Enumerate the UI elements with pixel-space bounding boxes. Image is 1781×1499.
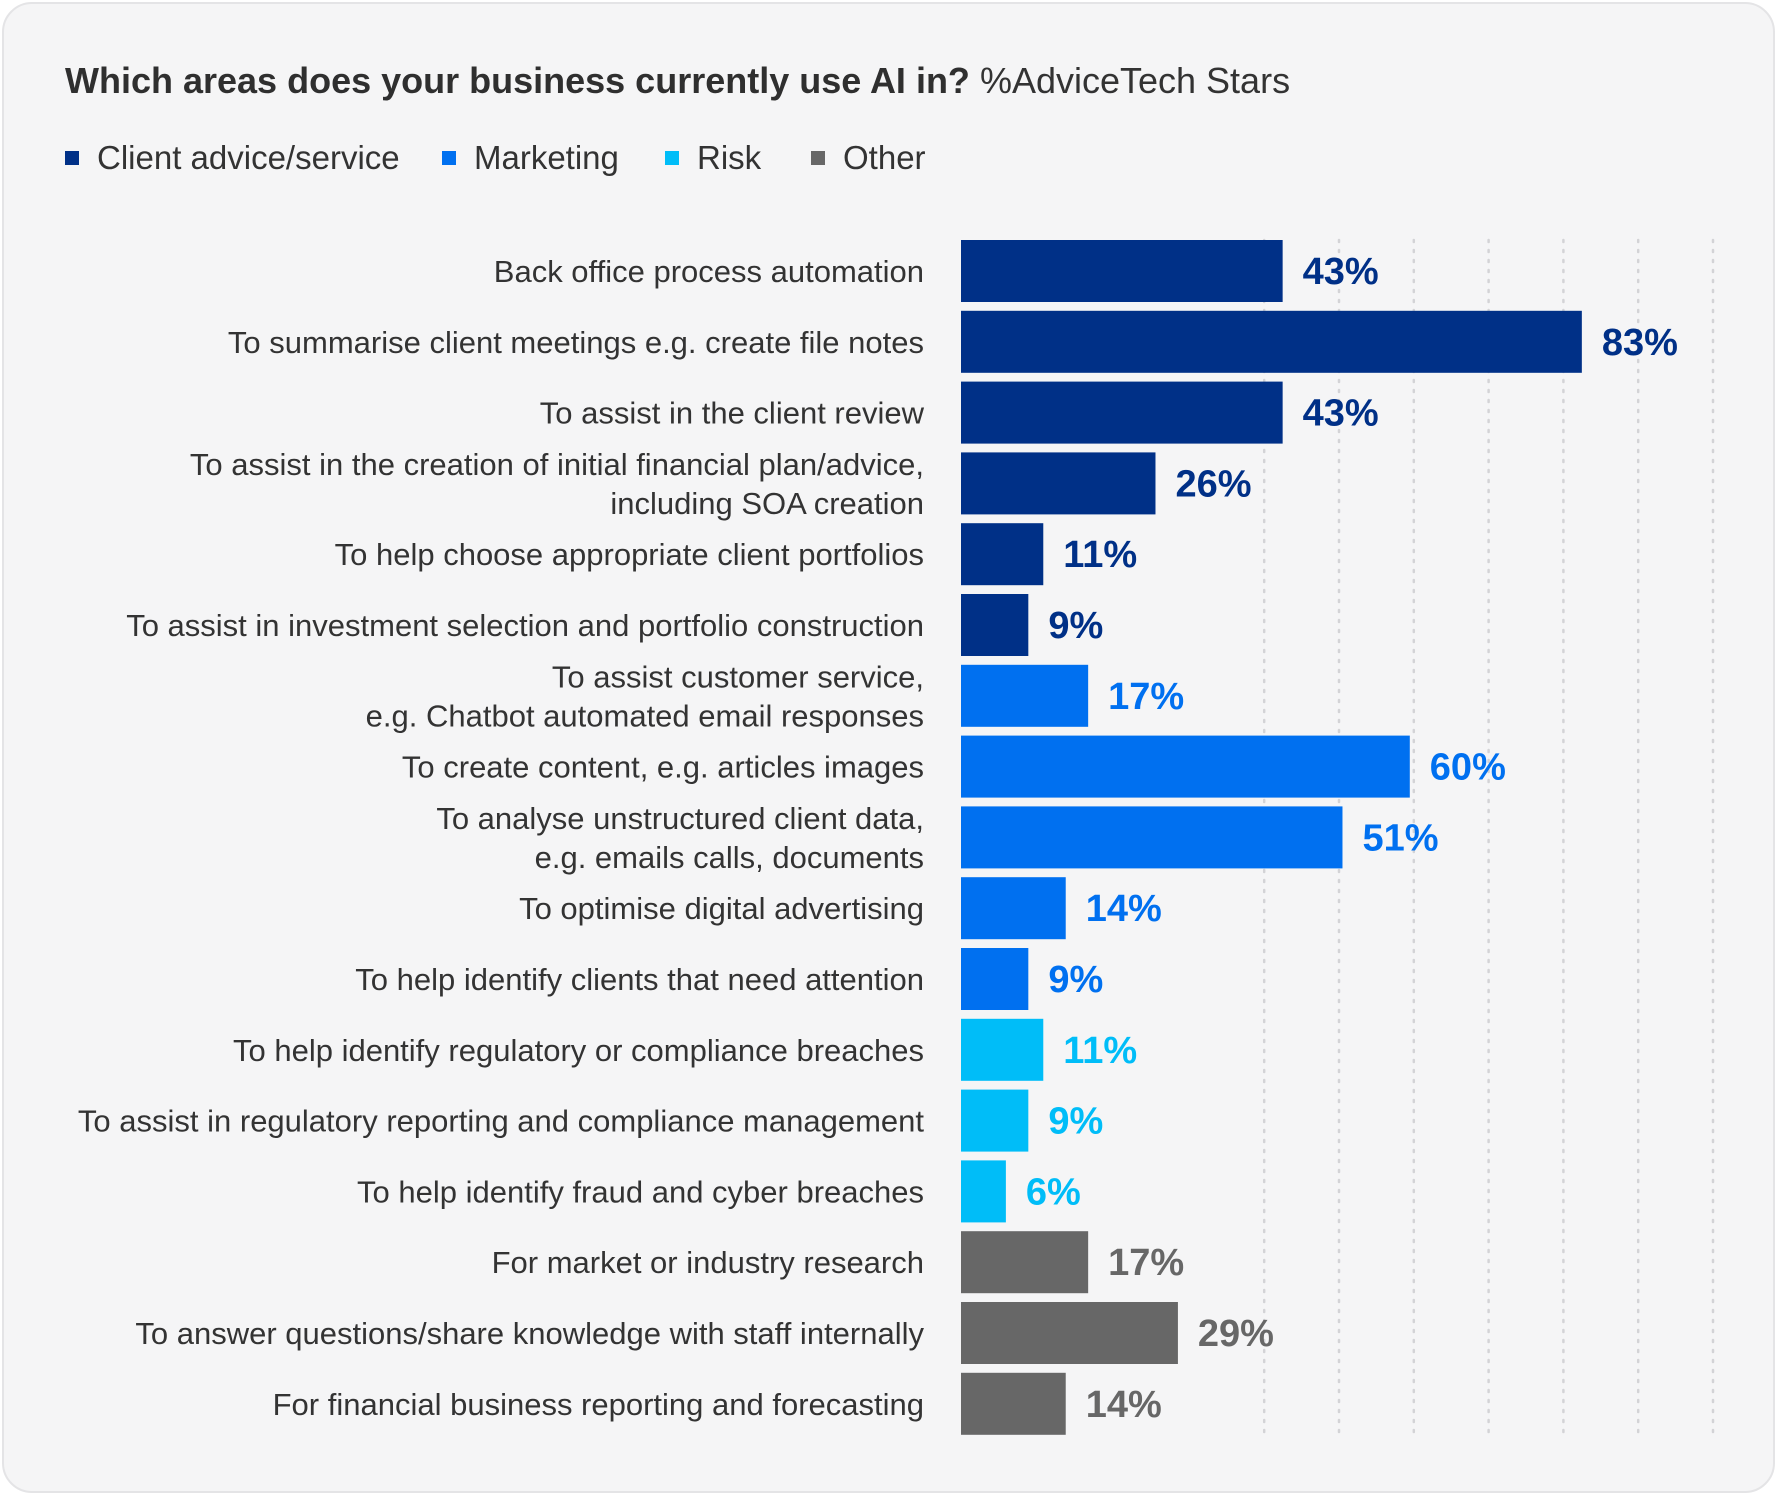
legend-swatch bbox=[442, 151, 456, 165]
legend-item-marketing: Marketing bbox=[442, 139, 619, 177]
bar bbox=[961, 594, 1029, 656]
category-label: Back office process automation bbox=[494, 254, 924, 289]
chart-title-sub: %AdviceTech Stars bbox=[979, 60, 1291, 101]
category-label: To assist customer service, bbox=[552, 659, 924, 694]
bar bbox=[961, 1160, 1006, 1223]
category-label: including SOA creation bbox=[610, 486, 924, 521]
legend-label: Risk bbox=[697, 139, 762, 176]
legend-item-other: Other bbox=[811, 139, 926, 177]
legend-item-risk: Risk bbox=[665, 139, 761, 177]
category-label: To optimise digital advertising bbox=[519, 891, 924, 926]
bar-value-label: 26% bbox=[1175, 463, 1251, 505]
bar-value-label: 17% bbox=[1108, 1242, 1184, 1284]
category-label: To analyse unstructured client data, bbox=[436, 801, 924, 836]
chart-title-main: Which areas does your business currently… bbox=[65, 60, 970, 101]
bar-value-label: 43% bbox=[1303, 251, 1379, 293]
bar-value-label: 60% bbox=[1430, 747, 1506, 789]
category-label: To assist in the client review bbox=[540, 396, 925, 431]
bar bbox=[961, 1302, 1178, 1364]
legend-swatch bbox=[665, 151, 679, 165]
bar bbox=[961, 452, 1156, 515]
legend-label: Other bbox=[843, 139, 926, 176]
bar bbox=[961, 948, 1029, 1010]
category-label: To create content, e.g. articles images bbox=[402, 750, 924, 785]
bar-value-label: 11% bbox=[1063, 1030, 1137, 1072]
category-label: For financial business reporting and for… bbox=[273, 1387, 924, 1422]
bar-value-label: 43% bbox=[1303, 393, 1379, 435]
bar bbox=[961, 877, 1066, 940]
category-label: To answer questions/share knowledge with… bbox=[135, 1316, 924, 1351]
bar bbox=[961, 664, 1089, 727]
bar-value-label: 11% bbox=[1063, 534, 1137, 576]
bar bbox=[961, 735, 1410, 798]
bar-chart: 43% Back office process automation 83% To s… bbox=[78, 238, 1715, 1437]
bar-value-label: 83% bbox=[1602, 322, 1678, 364]
bar bbox=[961, 1089, 1029, 1152]
category-label: To help identify fraud and cyber breache… bbox=[357, 1174, 924, 1209]
category-label: To help identify clients that need atten… bbox=[355, 962, 924, 997]
bar-value-label: 29% bbox=[1198, 1313, 1274, 1355]
bar bbox=[961, 310, 1582, 373]
category-label: To help identify regulatory or complianc… bbox=[233, 1033, 924, 1068]
category-label: To assist in the creation of initial fin… bbox=[190, 447, 924, 482]
category-label: e.g. Chatbot automated email responses bbox=[366, 698, 924, 733]
legend-swatch bbox=[65, 151, 79, 165]
legend-item-client-advice-service: Client advice/service bbox=[65, 139, 400, 177]
category-label: e.g. emails calls, documents bbox=[535, 840, 924, 875]
bar-value-label: 14% bbox=[1086, 1384, 1162, 1426]
bar-value-label: 17% bbox=[1108, 676, 1184, 718]
category-label: To assist in regulatory reporting and co… bbox=[78, 1104, 924, 1139]
bar bbox=[961, 1372, 1066, 1435]
bar bbox=[961, 1231, 1089, 1294]
chart-title: Which areas does your business currently… bbox=[65, 60, 1290, 102]
bar bbox=[961, 240, 1283, 302]
bar-value-label: 9% bbox=[1048, 959, 1103, 1001]
legend-swatch bbox=[811, 151, 825, 165]
category-label: To help choose appropriate client portfo… bbox=[335, 537, 924, 572]
bar-value-label: 9% bbox=[1048, 1101, 1103, 1143]
legend-label: Client advice/service bbox=[97, 139, 400, 176]
bar-value-label: 9% bbox=[1048, 605, 1103, 647]
bar-value-label: 51% bbox=[1362, 817, 1438, 859]
bar bbox=[961, 806, 1343, 869]
bar-value-label: 14% bbox=[1086, 888, 1162, 930]
bar bbox=[961, 381, 1283, 444]
category-label: To summarise client meetings e.g. create… bbox=[228, 325, 924, 360]
legend-label: Marketing bbox=[474, 139, 619, 176]
category-label: For market or industry research bbox=[492, 1245, 924, 1280]
bar bbox=[961, 1018, 1044, 1081]
category-label: To assist in investment selection and po… bbox=[126, 608, 924, 643]
bar-value-label: 6% bbox=[1026, 1171, 1081, 1213]
bar bbox=[961, 523, 1044, 586]
